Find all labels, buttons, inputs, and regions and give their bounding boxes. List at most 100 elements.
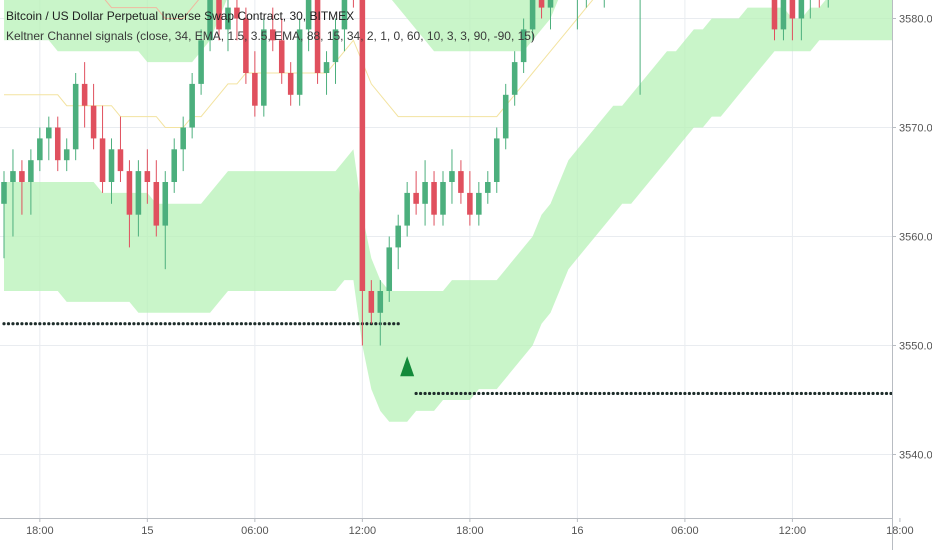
- candle[interactable]: [575, 0, 581, 30]
- candle[interactable]: [377, 280, 384, 346]
- candle[interactable]: [386, 236, 393, 302]
- level-dot: [289, 322, 293, 326]
- candle[interactable]: [135, 160, 142, 237]
- candle[interactable]: [19, 160, 25, 215]
- candle[interactable]: [90, 83, 97, 150]
- candle-body: [28, 160, 34, 182]
- candle[interactable]: [422, 160, 428, 226]
- candle[interactable]: [538, 0, 545, 19]
- candle[interactable]: [81, 62, 88, 128]
- level-dot: [226, 322, 230, 326]
- candle[interactable]: [458, 160, 464, 204]
- symbol-title[interactable]: Bitcoin / US Dollar Perpetual Inverse Sw…: [6, 9, 355, 23]
- level-dot: [781, 391, 786, 396]
- time-tick-label: 15: [141, 525, 153, 537]
- candle[interactable]: [332, 18, 339, 84]
- indicator-label[interactable]: Keltner Channel signals (close, 34, EMA,…: [6, 29, 535, 43]
- candle[interactable]: [467, 171, 473, 226]
- candle[interactable]: [252, 51, 258, 117]
- candle[interactable]: [180, 116, 186, 172]
- candle-body: [252, 73, 258, 106]
- level-dot: [871, 391, 875, 396]
- level-dot: [136, 322, 140, 326]
- candle[interactable]: [261, 18, 267, 117]
- candle[interactable]: [341, 0, 348, 52]
- candle[interactable]: [99, 105, 106, 193]
- candle[interactable]: [359, 0, 366, 346]
- candle[interactable]: [54, 116, 61, 172]
- candle[interactable]: [529, 0, 536, 41]
- candle[interactable]: [323, 51, 330, 95]
- candle[interactable]: [771, 0, 778, 41]
- level-dot: [598, 391, 602, 396]
- candle[interactable]: [287, 62, 294, 106]
- candle[interactable]: [234, 0, 240, 41]
- level-dot: [844, 391, 848, 396]
- candle[interactable]: [440, 171, 446, 226]
- candle[interactable]: [314, 0, 321, 84]
- candle[interactable]: [198, 29, 204, 95]
- candle[interactable]: [153, 160, 160, 237]
- candle[interactable]: [296, 18, 303, 106]
- candle[interactable]: [780, 0, 787, 41]
- level-dot: [571, 391, 575, 396]
- candle[interactable]: [37, 127, 43, 172]
- candle[interactable]: [28, 149, 34, 215]
- candle[interactable]: [278, 18, 285, 84]
- candle[interactable]: [808, 0, 814, 19]
- candle[interactable]: [817, 0, 823, 8]
- candle[interactable]: [485, 171, 491, 204]
- candle[interactable]: [449, 149, 455, 204]
- candle[interactable]: [63, 138, 70, 172]
- level-dot: [6, 322, 11, 326]
- candle[interactable]: [789, 0, 796, 41]
- level-dot: [687, 391, 691, 396]
- level-dot: [423, 391, 427, 396]
- candle[interactable]: [493, 127, 500, 193]
- candle[interactable]: [46, 116, 52, 161]
- candle[interactable]: [305, 0, 312, 52]
- candle[interactable]: [171, 138, 178, 193]
- upper-inner-line: [104, 0, 200, 19]
- time-tick-label: 18:00: [886, 525, 914, 537]
- candle[interactable]: [547, 0, 554, 30]
- level-dot: [728, 391, 732, 396]
- candle[interactable]: [216, 0, 222, 41]
- candle[interactable]: [404, 182, 410, 237]
- candle[interactable]: [10, 149, 16, 237]
- time-tick-label: 06:00: [671, 525, 699, 537]
- candle[interactable]: [207, 0, 213, 52]
- candle[interactable]: [126, 160, 133, 248]
- level-dot: [419, 391, 423, 396]
- candle[interactable]: [368, 280, 375, 324]
- candle-body: [422, 182, 428, 204]
- level-dot: [351, 322, 356, 326]
- candle-body: [37, 138, 43, 161]
- candle[interactable]: [395, 214, 401, 270]
- candle[interactable]: [225, 0, 231, 52]
- candle[interactable]: [431, 171, 437, 226]
- candle[interactable]: [1, 171, 7, 259]
- candle-body: [520, 29, 527, 63]
- candle[interactable]: [413, 171, 419, 215]
- candle[interactable]: [502, 83, 509, 150]
- candle[interactable]: [162, 171, 169, 270]
- candle[interactable]: [243, 7, 249, 84]
- level-dot: [42, 322, 46, 326]
- candle[interactable]: [637, 0, 643, 95]
- candle-body: [296, 29, 303, 95]
- candle-body: [198, 40, 204, 84]
- candle[interactable]: [476, 182, 482, 226]
- candle[interactable]: [72, 73, 79, 161]
- candle[interactable]: [269, 7, 276, 52]
- candle[interactable]: [351, 0, 357, 8]
- candle[interactable]: [511, 51, 518, 106]
- candle[interactable]: [798, 0, 805, 41]
- candle[interactable]: [520, 18, 527, 74]
- candle[interactable]: [189, 73, 195, 139]
- candle[interactable]: [117, 116, 124, 182]
- candle[interactable]: [108, 138, 115, 204]
- candle[interactable]: [144, 149, 151, 204]
